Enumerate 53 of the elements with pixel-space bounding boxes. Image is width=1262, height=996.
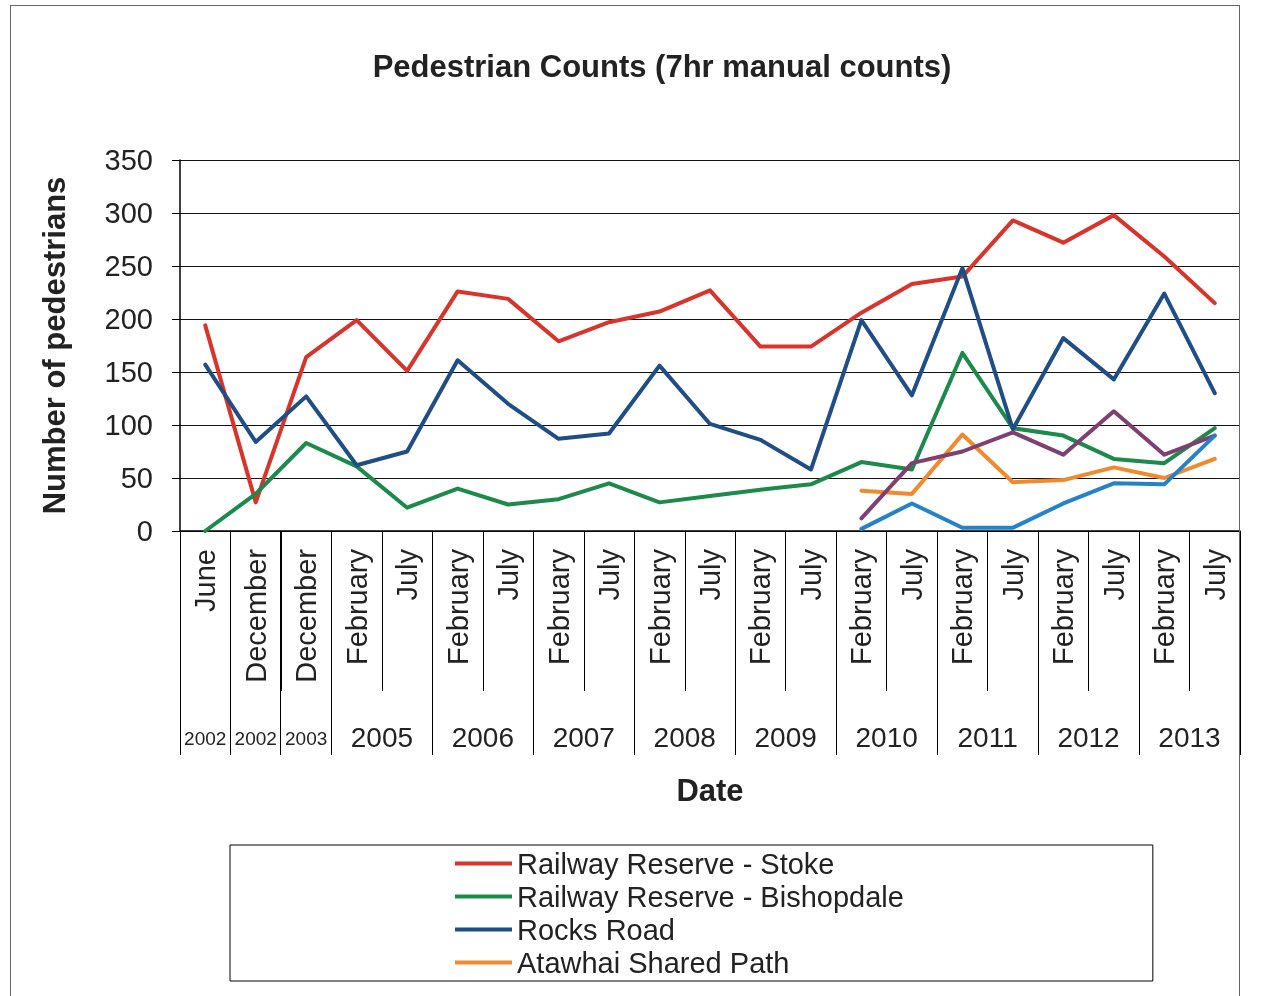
y-tick-label: 200 (104, 303, 153, 335)
x-tick-label: July (996, 548, 1029, 601)
x-tick-label: February (340, 548, 373, 666)
text: 2012 (1056, 722, 1121, 753)
x-tick-label: July (794, 548, 827, 601)
text: 2010 (854, 722, 919, 753)
line-series (859, 433, 1217, 531)
x-tick-label: February (643, 548, 676, 666)
y-tick-label: 350 (104, 144, 153, 176)
x-tick-label: December (290, 548, 323, 683)
line-series (203, 350, 1217, 533)
x-axis-title: Date (676, 773, 744, 808)
y-tick-label: 300 (104, 197, 153, 229)
text: 2006 (450, 722, 515, 753)
y-tick-label: 250 (104, 250, 153, 282)
x-tick-label: February (441, 548, 474, 666)
x-tick-label: June (189, 549, 222, 612)
x-tick-label: February (542, 548, 575, 666)
y-tick-label: 100 (104, 409, 153, 441)
text: 2008 (652, 722, 717, 753)
text: 2009 (753, 722, 818, 753)
y-tick-label: 150 (104, 356, 153, 388)
legend-label: Rocks Road (517, 913, 675, 946)
x-tick-label: July (391, 548, 424, 601)
legend-label: Railway Reserve - Stoke (517, 847, 835, 880)
chart-title: Pedestrian Counts (7hr manual counts) (372, 49, 952, 84)
x-tick-label: July (1198, 548, 1231, 601)
x-tick-label: July (895, 548, 928, 601)
legend-label: Railway Reserve - Bishopdale (517, 880, 904, 913)
text: 2003 (284, 727, 329, 749)
x-tick-label: July (593, 548, 626, 601)
y-tick-label: 50 (120, 462, 153, 494)
text: 2002 (233, 727, 278, 749)
text: 2013 (1157, 722, 1222, 753)
text: 2005 (349, 722, 415, 753)
text: 2011 (956, 722, 1019, 753)
line-series (203, 266, 1217, 472)
x-tick-label: February (946, 548, 979, 666)
y-axis-title: Number of pedestrians (37, 176, 72, 515)
x-tick-label: February (845, 548, 878, 666)
text: 2007 (551, 722, 616, 753)
x-tick-label: July (694, 548, 726, 601)
line-series (203, 213, 1217, 505)
text: 2002 (183, 727, 228, 749)
x-tick-label: December (239, 548, 272, 683)
x-tick-label: February (1148, 548, 1181, 666)
y-tick-label: 0 (136, 515, 153, 547)
x-tick-label: July (1097, 548, 1130, 601)
x-tick-label: July (492, 548, 525, 601)
legend-label: Atawhai Shared Path (517, 946, 790, 979)
line-series (859, 432, 1217, 496)
x-tick-label: February (1047, 548, 1080, 666)
x-tick-label: February (744, 548, 777, 666)
